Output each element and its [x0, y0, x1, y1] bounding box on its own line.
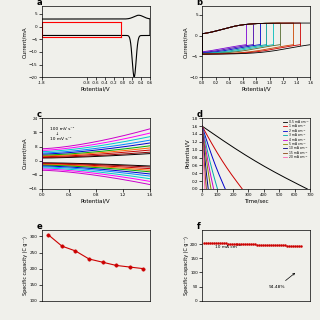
Y-axis label: Current/mA: Current/mA [22, 138, 28, 169]
Text: c: c [36, 110, 41, 119]
Y-axis label: Current/mA: Current/mA [22, 26, 27, 58]
X-axis label: Potential/V: Potential/V [241, 87, 271, 92]
Text: f: f [196, 222, 200, 231]
X-axis label: Potential/V: Potential/V [81, 198, 111, 204]
Text: b: b [196, 0, 203, 7]
Y-axis label: Current/mA: Current/mA [183, 26, 188, 58]
Text: 94.48%: 94.48% [269, 273, 295, 289]
Y-axis label: Specific capacity (C g⁻¹): Specific capacity (C g⁻¹) [184, 236, 188, 295]
Text: 100 mV s⁻¹
    ↓
10 mV s⁻¹: 100 mV s⁻¹ ↓ 10 mV s⁻¹ [50, 127, 75, 140]
Text: d: d [196, 110, 203, 119]
Y-axis label: Specific capacity (C g⁻¹): Specific capacity (C g⁻¹) [23, 236, 28, 295]
Text: 10 mA cm⁻²: 10 mA cm⁻² [215, 245, 241, 249]
X-axis label: Potential/V: Potential/V [81, 87, 111, 92]
Y-axis label: Potential/V: Potential/V [185, 139, 190, 168]
X-axis label: Time/sec: Time/sec [244, 198, 268, 204]
Text: e: e [36, 222, 42, 231]
Legend: 0.5 mA cm⁻², 1 mA cm⁻², 2 mA cm⁻², 3 mA cm⁻², 4 mA cm⁻², 5 mA cm⁻², 10 mA cm⁻², : 0.5 mA cm⁻², 1 mA cm⁻², 2 mA cm⁻², 3 mA … [283, 120, 309, 159]
Text: a: a [36, 0, 42, 7]
